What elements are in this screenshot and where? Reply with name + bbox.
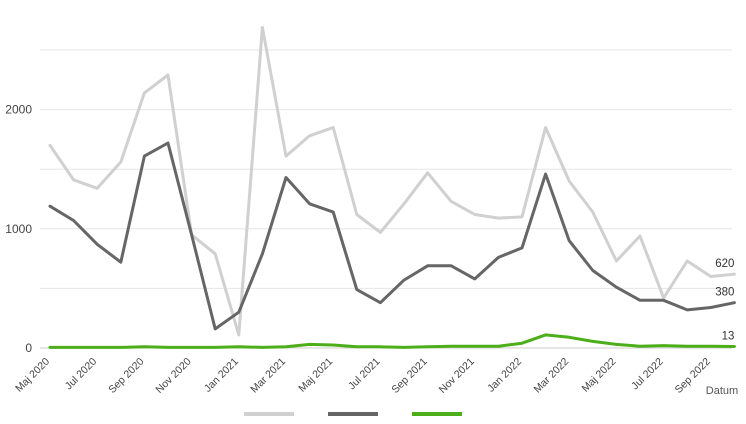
x-tick-label: Mar 2022 — [531, 356, 571, 396]
series-end-labels: 620 380 13 — [715, 258, 734, 342]
x-tick-label: Jan 2021 — [202, 356, 241, 395]
y-axis-ticks: 0 1000 2000 — [5, 103, 32, 355]
series-line — [48, 333, 736, 349]
x-axis-ticks: Maj 2020 Jul 2020 Sep 2020 Nov 2020 Jan 2021… — [13, 356, 713, 396]
x-tick-label: Maj 2022 — [579, 356, 618, 395]
x-tick-label: Mar 2021 — [248, 356, 288, 396]
x-tick-label: Sep 2020 — [106, 356, 146, 396]
y-tick-label: 0 — [25, 341, 32, 355]
x-tick-label: Jan 2022 — [485, 356, 524, 395]
x-axis-label: Datum — [706, 385, 738, 397]
series-end-label: 380 — [715, 287, 734, 299]
series-end-label: 620 — [715, 258, 734, 270]
series-line — [48, 25, 736, 337]
y-tick-label: 2000 — [5, 103, 32, 117]
series-end-label: 13 — [722, 330, 735, 342]
x-tick-label: Maj 2021 — [296, 356, 335, 395]
series-line — [48, 141, 736, 331]
x-tick-label: Nov 2021 — [437, 356, 477, 396]
x-tick-label: Jul 2020 — [63, 356, 100, 393]
series-lines — [48, 25, 736, 349]
x-tick-label: Jul 2021 — [346, 356, 383, 393]
x-tick-label: Maj 2020 — [13, 356, 52, 395]
y-tick-label: 1000 — [5, 222, 32, 236]
x-tick-label: Nov 2020 — [153, 356, 193, 396]
x-tick-label: Jul 2022 — [629, 356, 666, 393]
x-tick-label: Sep 2021 — [389, 356, 429, 396]
